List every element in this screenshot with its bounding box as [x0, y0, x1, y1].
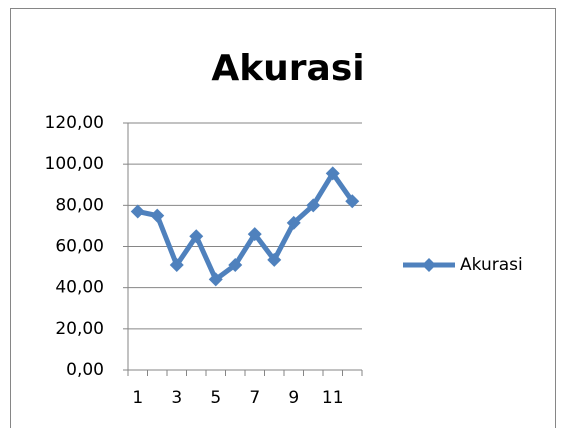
x-tick-label: 9	[288, 388, 299, 408]
x-tick-label: 1	[132, 388, 143, 408]
marker	[208, 272, 223, 287]
marker	[169, 258, 184, 273]
marker	[247, 227, 262, 242]
y-tick-label: 120,00	[45, 113, 104, 133]
y-tick-label: 100,00	[45, 154, 104, 174]
y-tick-label: 20,00	[55, 319, 104, 339]
marker	[189, 229, 204, 244]
chart-title: Akurasi	[211, 48, 364, 89]
marker	[306, 198, 321, 213]
y-tick-label: 80,00	[55, 195, 104, 215]
marker	[267, 252, 282, 267]
marker	[286, 215, 301, 230]
y-tick-label: 0,00	[66, 360, 104, 380]
x-tick-label: 7	[249, 388, 260, 408]
marker	[130, 204, 145, 219]
chart-border	[10, 8, 556, 428]
series-line	[137, 170, 355, 282]
marker	[422, 258, 436, 272]
marker	[345, 194, 360, 209]
x-tick-label: 5	[210, 388, 221, 408]
legend-label: Akurasi	[460, 255, 523, 275]
marker	[150, 208, 165, 223]
marker	[325, 166, 340, 181]
marker	[228, 258, 243, 273]
y-tick-label: 60,00	[55, 237, 104, 257]
x-tick-label: 11	[322, 388, 344, 408]
x-tick-label: 3	[171, 388, 182, 408]
y-tick-label: 40,00	[55, 278, 104, 298]
